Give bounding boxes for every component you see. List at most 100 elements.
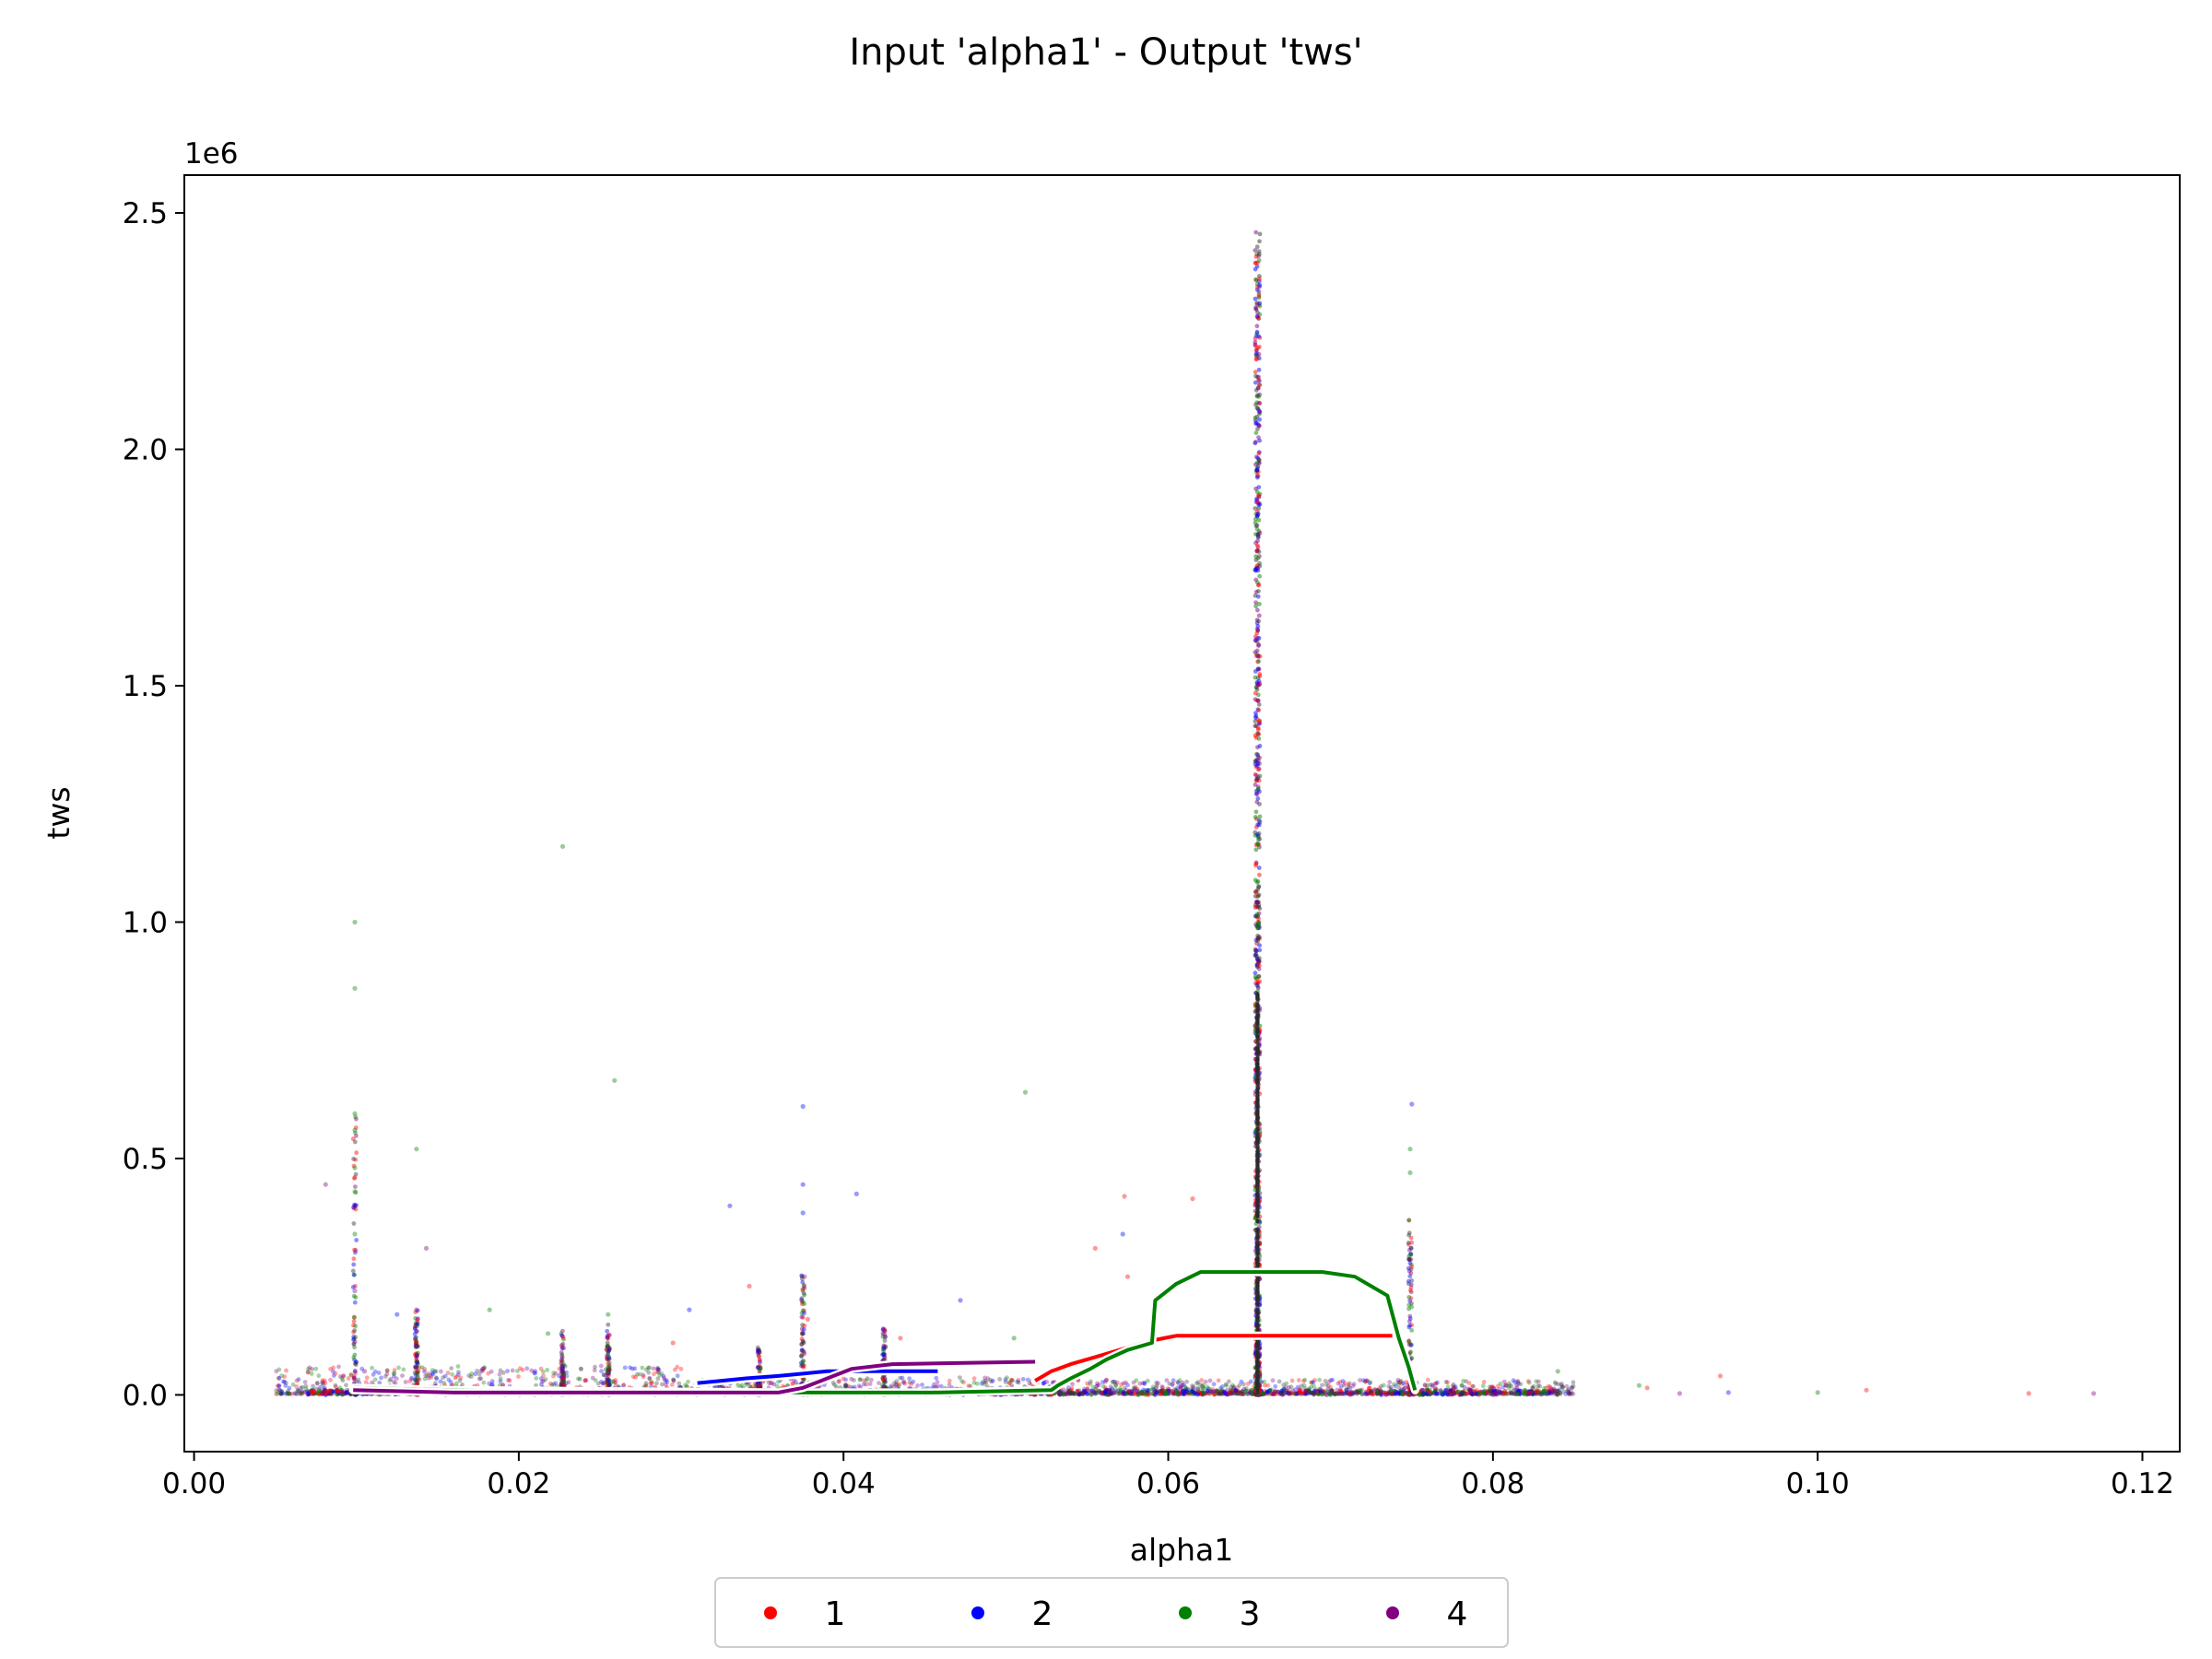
scatter-point: [1503, 1382, 1509, 1388]
scatter-point: [1075, 1388, 1080, 1394]
scatter-point: [1506, 1385, 1512, 1391]
scatter-point: [1088, 1382, 1092, 1386]
scatter-point: [1248, 1379, 1253, 1384]
scatter-point: [974, 1381, 980, 1386]
scatter-point: [1433, 1381, 1439, 1386]
scatter-point: [557, 1366, 562, 1371]
scatter-point: [947, 1378, 952, 1383]
scatter-point: [352, 1374, 357, 1379]
scatter-point: [1257, 744, 1263, 748]
scatter-point: [309, 1371, 314, 1376]
scatter-point: [1460, 1392, 1465, 1397]
scatter-point: [1257, 802, 1262, 806]
scatter-point: [466, 1373, 472, 1378]
scatter-point: [671, 1379, 677, 1383]
scatter-point: [1231, 1384, 1237, 1390]
scatter-point: [1015, 1379, 1020, 1384]
scatter-point: [498, 1368, 503, 1373]
scatter-point: [1156, 1381, 1160, 1386]
scatter-point: [1254, 912, 1260, 917]
scatter-point: [1255, 1076, 1260, 1081]
scatter-point: [1427, 1389, 1431, 1394]
scatter-point: [1284, 1381, 1289, 1386]
scatter-point: [1255, 1235, 1260, 1241]
scatter-point: [339, 1375, 345, 1381]
scatter-point: [1199, 1378, 1205, 1382]
scatter-point: [429, 1368, 435, 1372]
scatter-point: [305, 1370, 311, 1375]
scatter-point: [1100, 1380, 1105, 1384]
scatter-point: [1255, 755, 1261, 759]
scatter-point: [576, 1376, 581, 1382]
scatter-point: [350, 1268, 356, 1274]
scatter-point: [1515, 1380, 1521, 1385]
scatter-point: [383, 1374, 388, 1379]
scatter-point: [432, 1369, 438, 1374]
scatter-point: [1191, 1384, 1196, 1390]
scatter-point: [1176, 1381, 1181, 1385]
scatter-point: [1255, 1196, 1260, 1202]
scatter-point: [1401, 1381, 1406, 1386]
scatter-point: [665, 1380, 670, 1385]
scatter-point: [655, 1376, 661, 1382]
scatter-point: [346, 1376, 351, 1381]
scatter-point: [422, 1369, 427, 1374]
scatter-point: [1293, 1391, 1298, 1396]
scatter-point: [1182, 1384, 1188, 1390]
scatter-point: [606, 1366, 611, 1371]
scatter-point: [303, 1383, 309, 1389]
scatter-point: [1256, 506, 1262, 511]
scatter-point: [1175, 1390, 1180, 1394]
scatter-point: [583, 1378, 588, 1383]
scatter-point: [387, 1378, 393, 1383]
scatter-point: [1253, 724, 1258, 729]
scatter-point: [1113, 1387, 1118, 1392]
scatter-point: [295, 1388, 300, 1393]
scatter-point: [601, 1372, 606, 1378]
scatter-point: [1509, 1391, 1514, 1396]
scatter-point: [1347, 1392, 1353, 1397]
scatter-point: [284, 1391, 289, 1395]
scatter-point: [337, 1374, 343, 1379]
scatter-point: [771, 1382, 777, 1387]
scatter-point: [1379, 1383, 1383, 1389]
scatter-point: [1451, 1382, 1456, 1387]
scatter-point: [1180, 1380, 1185, 1385]
scatter-point: [1253, 567, 1258, 572]
scatter-point: [469, 1371, 475, 1376]
scatter-point: [1253, 351, 1259, 357]
scatter-point: [1201, 1391, 1206, 1396]
scatter-point: [1255, 464, 1261, 469]
scatter-point: [498, 1379, 503, 1384]
scatter-point: [1422, 1382, 1428, 1388]
scatter-point: [1211, 1382, 1217, 1387]
scatter-point: [1220, 1384, 1225, 1389]
scatter-point: [1311, 1380, 1316, 1385]
scatter-point: [1507, 1383, 1512, 1389]
scatter-point: [1255, 310, 1260, 315]
scatter-point: [1255, 676, 1261, 681]
scatter-point: [1122, 1385, 1127, 1391]
scatter-point: [1256, 902, 1262, 908]
scatter-point: [1253, 430, 1259, 435]
scatter-point: [1481, 1380, 1487, 1384]
scatter-point: [1516, 1381, 1521, 1386]
scatter-point: [1292, 1391, 1298, 1396]
scatter-point: [1253, 373, 1258, 379]
scatter-point: [864, 1378, 869, 1383]
scatter-point: [1253, 440, 1258, 444]
scatter-point: [1106, 1393, 1112, 1397]
scatter-point: [628, 1365, 632, 1371]
scatter-point: [1567, 1391, 1572, 1396]
scatter-point: [1255, 1244, 1260, 1250]
scatter-point: [392, 1374, 396, 1379]
scatter-point: [1255, 1362, 1260, 1368]
scatter-point: [1255, 260, 1260, 265]
scatter-point: [1142, 1382, 1147, 1386]
scatter-point: [1535, 1383, 1541, 1388]
scatter-point: [897, 1382, 902, 1387]
scatter-point: [278, 1391, 284, 1396]
scatter-point: [915, 1382, 920, 1388]
scatter-point: [849, 1376, 854, 1382]
scatter-point: [1150, 1384, 1156, 1390]
